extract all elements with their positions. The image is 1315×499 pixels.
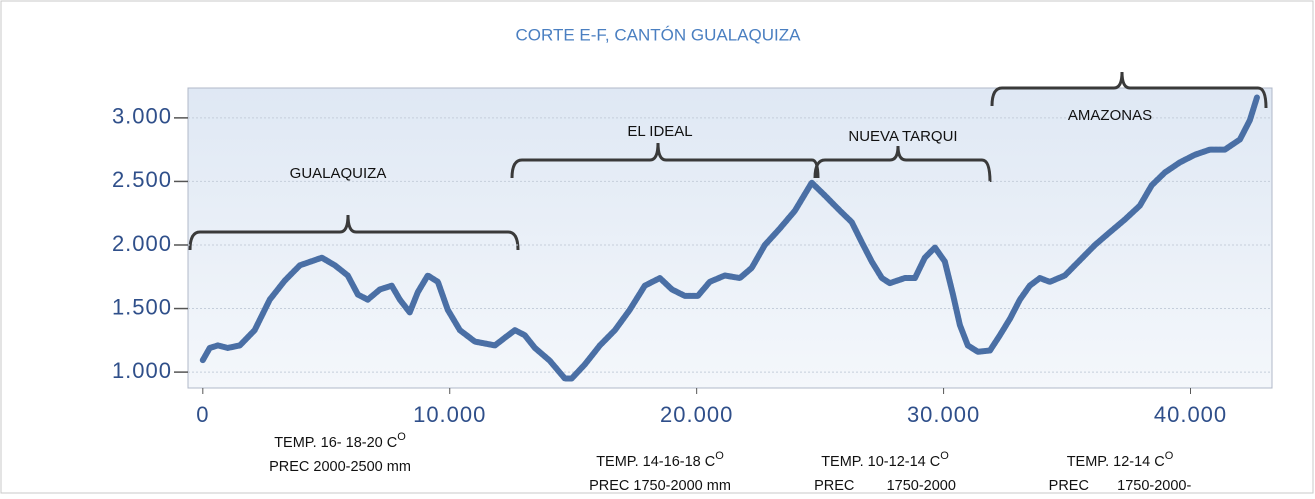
bracket [813, 145, 992, 183]
temp-sup: O [397, 431, 406, 443]
climate-temp: TEMP. 16- 18-20 CO [274, 431, 406, 451]
climate-prec: PREC 1750-2000 mm [589, 478, 731, 494]
temp-text: TEMP. 10-12-14 C [821, 454, 940, 470]
y-tick-label: 1.000 [112, 358, 172, 383]
y-tick-label: 3.000 [112, 104, 172, 129]
region-label: GUALAQUIZA [290, 165, 387, 182]
y-tick-label: 2.500 [112, 167, 172, 192]
bracket [990, 71, 1268, 109]
x-tick-label: 0 [196, 402, 209, 427]
plot-area [187, 87, 1273, 389]
bracket [188, 214, 520, 251]
bracket [510, 142, 820, 179]
temp-sup: O [940, 450, 949, 462]
x-tick-label: 30.000 [907, 402, 980, 427]
climate-temp: TEMP. 14-16-18 CO [596, 450, 724, 470]
line-series [199, 94, 1260, 382]
temp-text: TEMP. 12-14 C [1067, 454, 1165, 470]
x-tick-label: 40.000 [1154, 402, 1227, 427]
temp-sup: O [1165, 450, 1174, 462]
x-tick-label: 10.000 [413, 402, 486, 427]
climate-prec: PREC 2000-2500 mm [269, 459, 411, 475]
temp-sup: O [715, 450, 724, 462]
region-label: EL IDEAL [627, 123, 692, 140]
temp-text: TEMP. 14-16-18 C [596, 454, 715, 470]
region-label: AMAZONAS [1068, 107, 1152, 124]
climate-prec: PREC 1750-2000 [814, 478, 956, 494]
climate-temp: TEMP. 10-12-14 CO [821, 450, 949, 470]
region-label: NUEVA TARQUI [848, 128, 957, 145]
temp-text: TEMP. 16- 18-20 C [274, 435, 397, 451]
chart-title: CORTE E-F, CANTÓN GUALAQUIZA [516, 25, 802, 44]
climate-temp: TEMP. 12-14 CO [1067, 450, 1174, 470]
climate-prec: PREC 1750-2000- [1049, 478, 1192, 494]
y-tick-label: 1.500 [112, 294, 172, 319]
x-tick-label: 20.000 [660, 402, 733, 427]
y-tick-label: 2.000 [112, 231, 172, 256]
